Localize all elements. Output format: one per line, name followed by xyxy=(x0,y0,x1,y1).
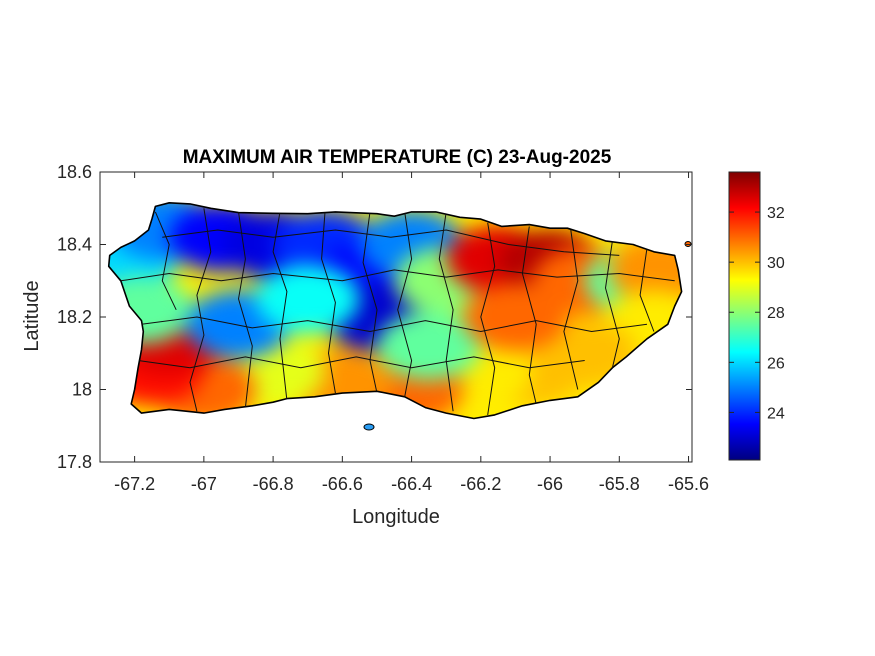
colorbar-tick-label: 24 xyxy=(767,405,785,422)
municipality-line-6 xyxy=(397,211,413,397)
x-tick-label: -66.2 xyxy=(460,474,501,494)
colorbar-ticks: 24 26 28 30 32 xyxy=(729,205,785,422)
x-tick-label: -66.8 xyxy=(253,474,294,494)
colorbar-tick-label: 28 xyxy=(767,305,785,322)
y-tick-label: 18 xyxy=(72,380,92,400)
municipality-line-0 xyxy=(154,211,177,311)
municipality-line-15 xyxy=(138,356,585,369)
municipality-line-16 xyxy=(162,229,620,256)
colorbar-tick-label: 30 xyxy=(767,255,785,272)
y-tick-label: 18.4 xyxy=(57,235,92,255)
y-axis-ticks: 17.8 18 18.2 18.4 18.6 xyxy=(57,162,692,472)
municipality-line-3 xyxy=(272,211,288,401)
municipality-line-1 xyxy=(189,208,212,412)
municipality-line-10 xyxy=(563,229,579,390)
y-axis-label: Latitude xyxy=(21,280,43,351)
municipality-line-8 xyxy=(480,222,496,415)
x-tick-label: -65.6 xyxy=(668,474,709,494)
x-tick-label: -67 xyxy=(191,474,217,494)
x-axis-ticks: -67.2 -67 -66.8 -66.6 -66.4 -66.2 -66 -65.8 -65.… xyxy=(114,172,709,494)
municipality-line-13 xyxy=(120,269,675,282)
x-axis-label: Longitude xyxy=(352,506,440,528)
y-tick-label: 17.8 xyxy=(57,452,92,472)
x-tick-label: -66.4 xyxy=(391,474,432,494)
y-tick-label: 18.2 xyxy=(57,307,92,327)
colorbar-tick-label: 26 xyxy=(767,355,785,372)
municipality-line-5 xyxy=(362,211,378,394)
temperature-sample-13 xyxy=(608,235,682,304)
chart-title: MAXIMUM AIR TEMPERATURE (C) 23-Aug-2025 xyxy=(183,147,612,168)
municipality-line-4 xyxy=(321,211,336,394)
x-tick-label: -67.2 xyxy=(114,474,155,494)
municipality-boundaries xyxy=(120,208,675,415)
municipality-line-9 xyxy=(521,226,537,405)
x-tick-label: -66.6 xyxy=(322,474,363,494)
colorbar-tick-label: 32 xyxy=(767,205,785,222)
colorbar xyxy=(728,171,761,461)
x-tick-label: -66 xyxy=(537,474,563,494)
municipality-line-12 xyxy=(639,248,655,332)
x-tick-label: -65.8 xyxy=(599,474,640,494)
temperature-sample-28 xyxy=(463,283,568,351)
municipality-line-11 xyxy=(605,240,620,368)
island-outline xyxy=(107,202,683,420)
y-tick-label: 18.6 xyxy=(57,162,92,182)
temperature-sample-26 xyxy=(255,264,360,333)
municipality-line-14 xyxy=(141,316,648,332)
municipality-line-7 xyxy=(438,211,454,412)
municipality-line-2 xyxy=(238,211,253,408)
caja-de-muertos-island xyxy=(363,423,375,431)
